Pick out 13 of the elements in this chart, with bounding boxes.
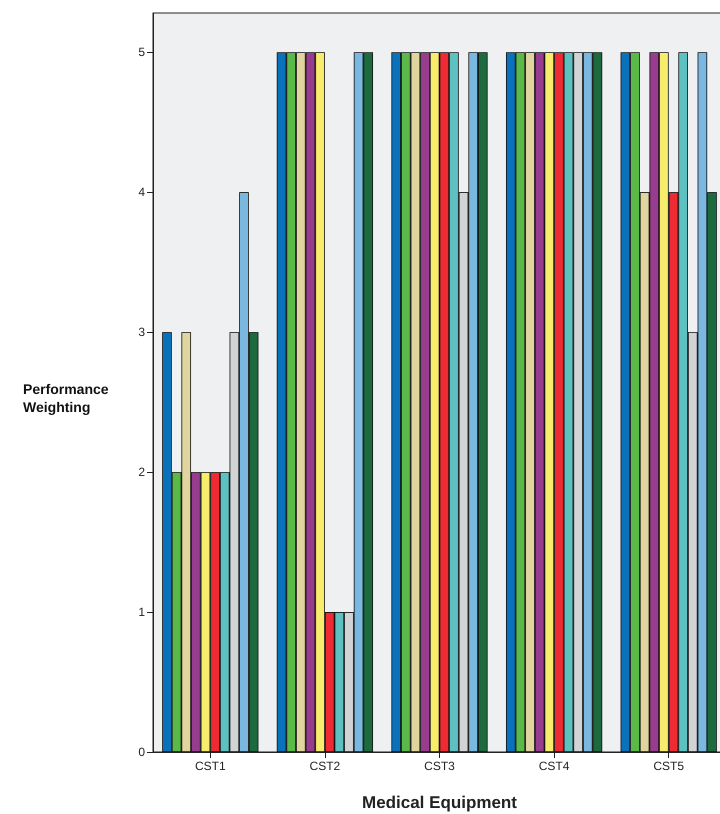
x-tick-label: CST1 — [194, 759, 226, 773]
y-tick-label: 5 — [138, 45, 146, 60]
y-tick-label: 2 — [138, 465, 146, 480]
x-tick-label: CST4 — [538, 759, 570, 773]
y-tick-label: 3 — [138, 325, 146, 340]
x-axis-title: Medical Equipment — [362, 793, 518, 812]
x-tick-label: CST3 — [424, 759, 456, 773]
y-tick-label: 1 — [138, 605, 146, 620]
x-tick-label: CST5 — [653, 759, 684, 773]
y-tick-label: 4 — [138, 185, 146, 200]
x-tick-label: CST2 — [310, 759, 341, 773]
y-tick-label: 0 — [138, 745, 146, 759]
y-axis-title: Performance Weighting — [23, 381, 112, 415]
